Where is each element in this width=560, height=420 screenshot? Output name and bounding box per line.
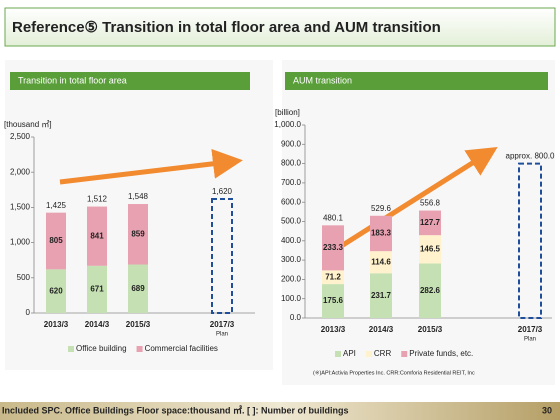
plan-bar <box>518 162 542 319</box>
bar-segment <box>419 210 441 236</box>
total-label: 529.6 <box>371 204 392 213</box>
x-tick-label: 2017/3 <box>210 320 235 329</box>
page-number: 30 <box>542 405 552 415</box>
bar-segment <box>87 265 107 313</box>
plan-bar <box>211 197 233 314</box>
x-tick-label: 2017/3 <box>518 325 543 334</box>
y-tick-label: 1,000.0 <box>274 120 301 129</box>
total-label: 1,425 <box>46 201 67 210</box>
bar-segment <box>370 215 392 252</box>
x-tick-label: 2014/3 <box>85 320 110 329</box>
unit-label: [thousand ㎡] <box>4 120 52 129</box>
slide-title: Reference⑤ Transition in total floor are… <box>12 19 441 36</box>
value-label: 841 <box>90 231 104 240</box>
bar-segment <box>419 235 441 264</box>
total-label: approx. 800.0 <box>506 152 555 161</box>
value-label: 689 <box>131 284 145 293</box>
panel <box>282 60 555 385</box>
legend-swatch <box>335 351 341 357</box>
x-sublabel: Plan <box>524 337 536 343</box>
chart-title: Transition in total floor area <box>18 75 127 85</box>
x-tick-label: 2013/3 <box>44 320 69 329</box>
y-tick-label: 400.0 <box>281 236 302 245</box>
total-label: 556.8 <box>420 199 441 208</box>
y-tick-label: 300.0 <box>281 255 302 264</box>
y-tick-label: 700.0 <box>281 178 302 187</box>
bar-segment <box>419 263 441 318</box>
legend-label: Office building <box>76 344 127 353</box>
header-box <box>4 7 556 47</box>
panel-header <box>10 72 250 90</box>
bar-segment <box>46 212 66 270</box>
value-label: 805 <box>49 236 63 245</box>
value-label: 71.2 <box>325 272 341 281</box>
y-tick-label: 2,000 <box>10 167 31 176</box>
y-tick-label: 1,500 <box>10 203 31 212</box>
trend-arrow <box>333 146 498 253</box>
bar-segment <box>128 264 148 313</box>
y-tick-label: 0 <box>26 308 31 317</box>
value-label: 620 <box>49 286 63 295</box>
bar-segment <box>370 251 392 274</box>
bar-segment <box>128 204 148 265</box>
y-tick-label: 1,000 <box>10 238 31 247</box>
value-label: 231.7 <box>371 291 392 300</box>
value-label: 671 <box>90 284 104 293</box>
value-label: 175.6 <box>323 296 344 305</box>
footer-bar <box>0 402 560 420</box>
x-tick-label: 2015/3 <box>126 320 151 329</box>
legend-swatch <box>401 351 408 357</box>
total-label: 1,548 <box>128 192 149 201</box>
note: (※)API:Activia Properties Inc. CRR:Comfo… <box>313 369 475 376</box>
legend-swatch <box>68 346 74 352</box>
legend-label: API <box>343 349 356 358</box>
bar-segment <box>322 284 344 318</box>
footer-text: Included SPC. Office Buildings Floor spa… <box>2 404 349 415</box>
value-label: 114.6 <box>371 257 391 266</box>
value-label: 859 <box>131 229 145 238</box>
total-label: 1,620 <box>212 187 233 196</box>
unit-label: [billion] <box>275 108 300 117</box>
y-tick-label: 800.0 <box>281 159 302 168</box>
value-label: 233.3 <box>323 243 344 252</box>
value-label: 146.5 <box>420 244 441 253</box>
y-tick-label: 0.0 <box>290 313 302 322</box>
y-tick-label: 500 <box>17 273 31 282</box>
x-sublabel: Plan <box>216 332 228 338</box>
x-tick-label: 2014/3 <box>369 325 394 334</box>
chart-title: AUM transition <box>293 75 352 85</box>
y-tick-label: 500.0 <box>281 217 302 226</box>
bar-segment <box>322 270 344 285</box>
y-tick-label: 900.0 <box>281 139 302 148</box>
bar-segment <box>322 225 344 271</box>
y-tick-label: 2,500 <box>10 132 31 141</box>
bar-segment <box>370 273 392 318</box>
y-tick-label: 600.0 <box>281 197 302 206</box>
value-label: 127.7 <box>420 218 441 227</box>
legend-label: CRR <box>374 349 392 358</box>
total-label: 480.1 <box>323 213 344 222</box>
y-tick-label: 100.0 <box>281 294 302 303</box>
legend-label: Commercial facilities <box>145 344 218 353</box>
value-label: 183.3 <box>371 229 392 238</box>
bar-segment <box>87 206 107 266</box>
bar-segment <box>46 269 66 313</box>
total-label: 1,512 <box>87 195 108 204</box>
x-tick-label: 2015/3 <box>418 325 443 334</box>
legend-swatch <box>136 346 143 352</box>
trend-arrow <box>59 148 243 185</box>
panel-header <box>285 72 548 90</box>
legend-label: Private funds, etc. <box>409 349 473 358</box>
value-label: 282.6 <box>420 286 441 295</box>
legend-swatch <box>365 351 372 357</box>
y-tick-label: 200.0 <box>281 275 302 284</box>
x-tick-label: 2013/3 <box>321 325 346 334</box>
